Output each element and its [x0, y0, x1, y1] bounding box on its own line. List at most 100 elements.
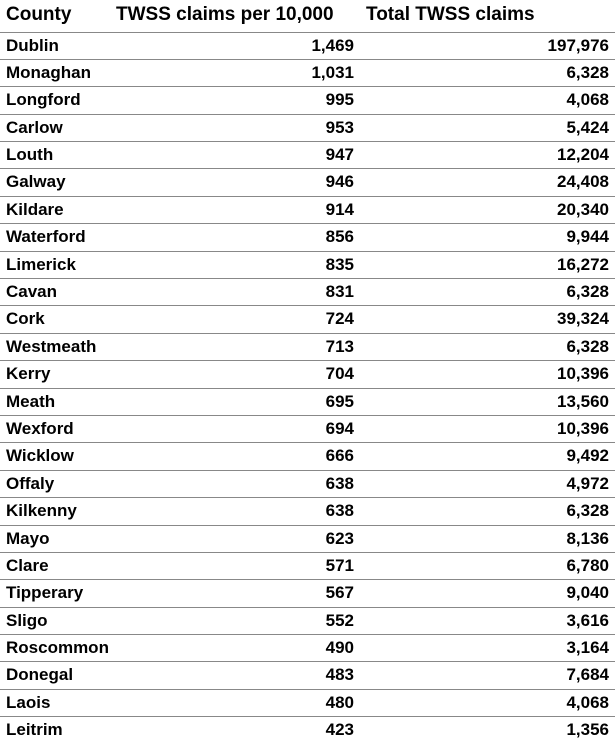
table-body: Dublin1,469197,976Monaghan1,0316,328Long… [0, 32, 615, 744]
cell-county: Westmeath [0, 333, 110, 360]
cell-county: Waterford [0, 224, 110, 251]
cell-county: Cork [0, 306, 110, 333]
cell-per-10000: 953 [110, 114, 360, 141]
cell-total: 9,492 [360, 443, 615, 470]
cell-per-10000: 914 [110, 196, 360, 223]
cell-total: 6,328 [360, 59, 615, 86]
cell-county: Kerry [0, 361, 110, 388]
table-row: Offaly6384,972 [0, 470, 615, 497]
cell-total: 12,204 [360, 142, 615, 169]
cell-county: Longford [0, 87, 110, 114]
cell-total: 5,424 [360, 114, 615, 141]
cell-per-10000: 1,031 [110, 59, 360, 86]
cell-total: 9,944 [360, 224, 615, 251]
cell-per-10000: 483 [110, 662, 360, 689]
cell-per-10000: 552 [110, 607, 360, 634]
cell-county: Cavan [0, 279, 110, 306]
cell-total: 24,408 [360, 169, 615, 196]
table-row: Clare5716,780 [0, 552, 615, 579]
cell-county: Galway [0, 169, 110, 196]
cell-county: Wicklow [0, 443, 110, 470]
column-header-per-10000: TWSS claims per 10,000 [110, 0, 360, 32]
cell-per-10000: 623 [110, 525, 360, 552]
cell-per-10000: 694 [110, 415, 360, 442]
cell-county: Roscommon [0, 635, 110, 662]
table-row: Wexford69410,396 [0, 415, 615, 442]
cell-total: 10,396 [360, 361, 615, 388]
cell-county: Limerick [0, 251, 110, 278]
cell-total: 3,616 [360, 607, 615, 634]
table-row: Limerick83516,272 [0, 251, 615, 278]
table-row: Louth94712,204 [0, 142, 615, 169]
cell-county: Offaly [0, 470, 110, 497]
cell-county: Kilkenny [0, 498, 110, 525]
table-row: Tipperary5679,040 [0, 580, 615, 607]
table-row: Monaghan1,0316,328 [0, 59, 615, 86]
cell-total: 16,272 [360, 251, 615, 278]
table-header-row: County TWSS claims per 10,000 Total TWSS… [0, 0, 615, 32]
cell-county: Clare [0, 552, 110, 579]
table-row: Meath69513,560 [0, 388, 615, 415]
twss-claims-table: County TWSS claims per 10,000 Total TWSS… [0, 0, 615, 744]
cell-total: 13,560 [360, 388, 615, 415]
cell-per-10000: 480 [110, 689, 360, 716]
table-row: Dublin1,469197,976 [0, 32, 615, 59]
cell-total: 4,972 [360, 470, 615, 497]
table-row: Cork72439,324 [0, 306, 615, 333]
cell-county: Dublin [0, 32, 110, 59]
table-row: Cavan8316,328 [0, 279, 615, 306]
cell-county: Louth [0, 142, 110, 169]
cell-per-10000: 571 [110, 552, 360, 579]
cell-per-10000: 704 [110, 361, 360, 388]
table-header: County TWSS claims per 10,000 Total TWSS… [0, 0, 615, 32]
cell-county: Meath [0, 388, 110, 415]
cell-total: 39,324 [360, 306, 615, 333]
cell-total: 197,976 [360, 32, 615, 59]
cell-per-10000: 946 [110, 169, 360, 196]
cell-county: Wexford [0, 415, 110, 442]
cell-total: 6,328 [360, 498, 615, 525]
cell-total: 4,068 [360, 689, 615, 716]
cell-per-10000: 638 [110, 470, 360, 497]
table-row: Westmeath7136,328 [0, 333, 615, 360]
cell-per-10000: 423 [110, 717, 360, 744]
table-row: Donegal4837,684 [0, 662, 615, 689]
cell-per-10000: 713 [110, 333, 360, 360]
cell-total: 3,164 [360, 635, 615, 662]
column-header-county: County [0, 0, 110, 32]
cell-county: Mayo [0, 525, 110, 552]
cell-per-10000: 490 [110, 635, 360, 662]
table-row: Longford9954,068 [0, 87, 615, 114]
cell-county: Leitrim [0, 717, 110, 744]
cell-total: 6,328 [360, 333, 615, 360]
cell-county: Kildare [0, 196, 110, 223]
table-row: Waterford8569,944 [0, 224, 615, 251]
cell-per-10000: 856 [110, 224, 360, 251]
table-row: Leitrim4231,356 [0, 717, 615, 744]
cell-per-10000: 666 [110, 443, 360, 470]
column-header-total: Total TWSS claims [360, 0, 615, 32]
table-row: Mayo6238,136 [0, 525, 615, 552]
cell-total: 6,780 [360, 552, 615, 579]
cell-county: Sligo [0, 607, 110, 634]
cell-total: 9,040 [360, 580, 615, 607]
cell-county: Laois [0, 689, 110, 716]
cell-total: 4,068 [360, 87, 615, 114]
cell-county: Carlow [0, 114, 110, 141]
cell-county: Tipperary [0, 580, 110, 607]
cell-total: 1,356 [360, 717, 615, 744]
cell-per-10000: 724 [110, 306, 360, 333]
table-row: Kilkenny6386,328 [0, 498, 615, 525]
cell-per-10000: 995 [110, 87, 360, 114]
cell-total: 7,684 [360, 662, 615, 689]
cell-total: 20,340 [360, 196, 615, 223]
table-row: Wicklow6669,492 [0, 443, 615, 470]
cell-per-10000: 638 [110, 498, 360, 525]
table-row: Laois4804,068 [0, 689, 615, 716]
cell-total: 6,328 [360, 279, 615, 306]
cell-per-10000: 1,469 [110, 32, 360, 59]
cell-per-10000: 831 [110, 279, 360, 306]
cell-total: 8,136 [360, 525, 615, 552]
cell-per-10000: 567 [110, 580, 360, 607]
cell-county: Donegal [0, 662, 110, 689]
